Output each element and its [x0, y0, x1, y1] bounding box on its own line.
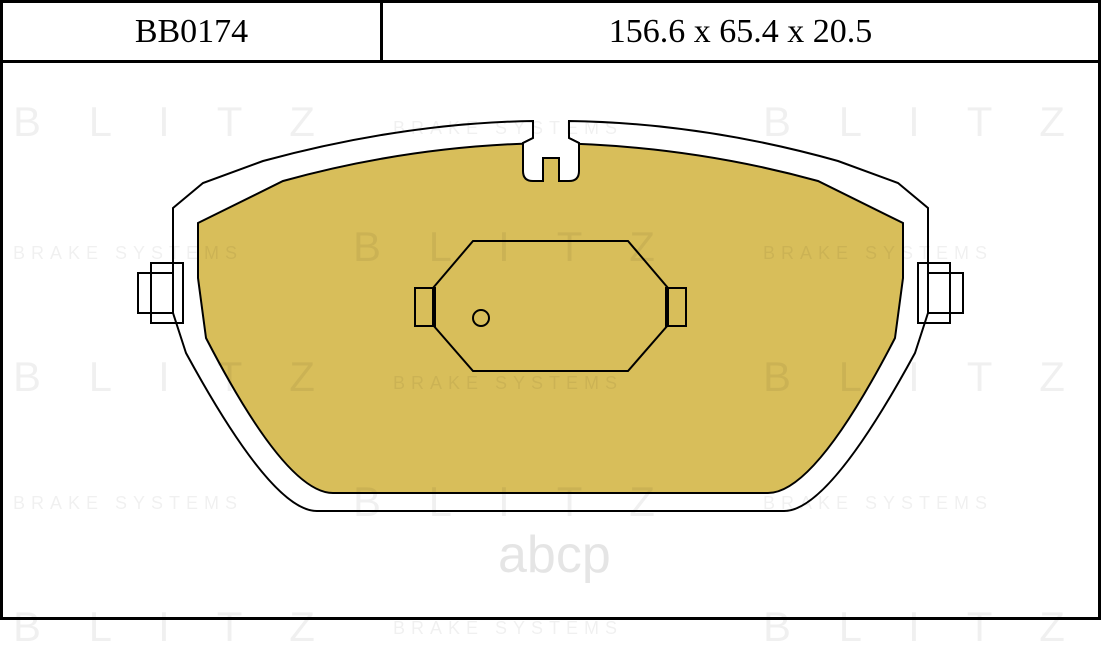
left-tab-outer: [138, 273, 173, 313]
part-number-cell: BB0174: [3, 3, 383, 60]
diagram-area: B L I T ZBRAKE SYSTEMSB L I T ZBRAKE SYS…: [0, 60, 1101, 620]
watermark-subtitle: BRAKE SYSTEMS: [393, 618, 623, 639]
dimensions-cell: 156.6 x 65.4 x 20.5: [383, 3, 1098, 60]
dimensions: 156.6 x 65.4 x 20.5: [609, 13, 873, 51]
header-row: BB0174 156.6 x 65.4 x 20.5: [0, 0, 1101, 60]
friction-material: [198, 143, 903, 493]
right-tab-outer: [928, 273, 963, 313]
brake-pad-drawing: [3, 63, 1098, 617]
part-number: BB0174: [135, 13, 248, 51]
